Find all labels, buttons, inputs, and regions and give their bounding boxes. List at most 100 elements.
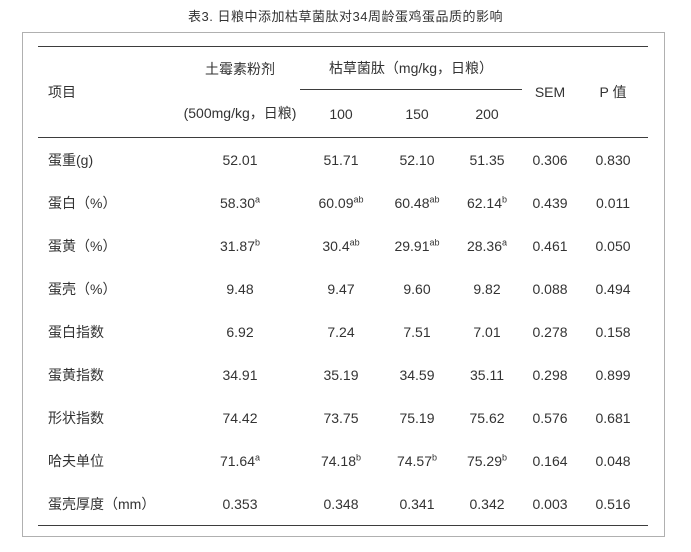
value-cell: 0.494 bbox=[595, 280, 631, 297]
significance-superscript: b bbox=[502, 451, 508, 462]
value-cell: 71.64a bbox=[219, 451, 261, 469]
value-cell: 29.91ab bbox=[394, 236, 440, 254]
table-row: 蛋白指数 6.92 7.24 7.51 7.01 0.278 0.158 bbox=[38, 310, 648, 353]
value-cell: 60.09ab bbox=[318, 193, 364, 211]
table-row: 蛋壳（%） 9.48 9.47 9.60 9.82 0.088 0.494 bbox=[38, 267, 648, 310]
significance-superscript: ab bbox=[349, 236, 360, 247]
table-row: 蛋重(g) 52.01 51.71 52.10 51.35 0.306 0.830 bbox=[38, 138, 648, 182]
value-cell: 0.048 bbox=[595, 452, 631, 469]
value-cell: 51.35 bbox=[469, 151, 505, 168]
value-cell: 75.29b bbox=[466, 451, 508, 469]
table-row: 蛋黄指数 34.91 35.19 34.59 35.11 0.298 0.899 bbox=[38, 353, 648, 396]
value-cell: 0.158 bbox=[595, 323, 631, 340]
significance-superscript: a bbox=[255, 193, 261, 204]
value-cell: 0.278 bbox=[532, 323, 568, 340]
value-cell: 9.60 bbox=[403, 280, 431, 297]
control-group-dose: (500mg/kg，日粮) bbox=[183, 105, 297, 121]
value-cell: 0.164 bbox=[532, 452, 568, 469]
table-row: 哈夫单位 71.64a 74.18b 74.57b 75.29b 0.164 0.048 bbox=[38, 439, 648, 482]
value-cell: 0.003 bbox=[532, 495, 568, 512]
value-cell: 9.48 bbox=[226, 280, 254, 297]
value-cell: 0.306 bbox=[532, 151, 568, 168]
row-label: 形状指数 bbox=[48, 409, 104, 426]
column-header-treatment-group: 枯草菌肽（mg/kg，日粮） bbox=[300, 46, 523, 90]
value-cell: 0.298 bbox=[532, 366, 568, 383]
header-row-2: 100 150 200 bbox=[38, 90, 648, 138]
column-header-control: 土霉素粉剂 (500mg/kg，日粮) bbox=[180, 47, 300, 138]
value-cell: 7.01 bbox=[473, 323, 501, 340]
value-cell: 30.4ab bbox=[322, 236, 360, 254]
column-header-item: 项目 bbox=[48, 84, 76, 100]
value-cell: 62.14b bbox=[466, 193, 508, 211]
significance-superscript: b bbox=[356, 451, 362, 462]
value-cell: 9.47 bbox=[327, 280, 355, 297]
value-cell: 0.353 bbox=[222, 495, 258, 512]
value-cell: 0.342 bbox=[469, 495, 505, 512]
table-row: 形状指数 74.42 73.75 75.19 75.62 0.576 0.681 bbox=[38, 396, 648, 439]
column-header-dose-150: 150 bbox=[405, 105, 429, 122]
value-cell: 51.71 bbox=[323, 151, 359, 168]
value-cell: 35.11 bbox=[470, 366, 504, 383]
value-cell: 9.82 bbox=[473, 280, 501, 297]
value-cell: 34.59 bbox=[399, 366, 435, 383]
value-cell: 0.341 bbox=[399, 495, 435, 512]
value-cell: 75.19 bbox=[399, 409, 435, 426]
significance-superscript: b bbox=[255, 236, 261, 247]
significance-superscript: ab bbox=[429, 193, 440, 204]
value-cell: 75.62 bbox=[469, 409, 505, 426]
table-body: 蛋重(g) 52.01 51.71 52.10 51.35 0.306 0.830 蛋白（%）… bbox=[38, 138, 648, 526]
column-header-pvalue: P 值 bbox=[599, 84, 627, 100]
row-label: 哈夫单位 bbox=[48, 452, 104, 469]
significance-superscript: ab bbox=[429, 236, 440, 247]
egg-quality-table: 项目 土霉素粉剂 (500mg/kg，日粮) 枯草菌肽（mg/kg，日粮） SE… bbox=[38, 46, 649, 526]
value-cell: 0.461 bbox=[532, 237, 568, 254]
value-cell: 31.87b bbox=[219, 236, 261, 254]
value-cell: 0.899 bbox=[595, 366, 631, 383]
significance-superscript: b bbox=[432, 451, 438, 462]
value-cell: 0.576 bbox=[532, 409, 568, 426]
value-cell: 34.91 bbox=[222, 366, 258, 383]
significance-superscript: ab bbox=[353, 193, 364, 204]
value-cell: 0.439 bbox=[532, 194, 568, 211]
value-cell: 0.088 bbox=[532, 280, 568, 297]
value-cell: 0.830 bbox=[595, 151, 631, 168]
control-group-name: 土霉素粉剂 bbox=[205, 60, 275, 77]
value-cell: 0.050 bbox=[595, 237, 631, 254]
value-cell: 7.51 bbox=[403, 323, 431, 340]
row-label: 蛋壳厚度（mm） bbox=[48, 495, 156, 512]
table-header: 项目 土霉素粉剂 (500mg/kg，日粮) 枯草菌肽（mg/kg，日粮） SE… bbox=[38, 46, 649, 138]
value-cell: 0.516 bbox=[595, 495, 631, 512]
row-label: 蛋黄（%） bbox=[48, 237, 117, 254]
value-cell: 35.19 bbox=[323, 366, 359, 383]
value-cell: 74.18b bbox=[320, 451, 362, 469]
table-row: 蛋壳厚度（mm） 0.353 0.348 0.341 0.342 0.003 0.516 bbox=[38, 482, 648, 526]
significance-superscript: a bbox=[502, 236, 508, 247]
value-cell: 52.10 bbox=[399, 151, 435, 168]
table-frame: 项目 土霉素粉剂 (500mg/kg，日粮) 枯草菌肽（mg/kg，日粮） SE… bbox=[22, 32, 665, 537]
value-cell: 52.01 bbox=[222, 151, 258, 168]
column-header-dose-100: 100 bbox=[329, 105, 353, 122]
value-cell: 0.348 bbox=[323, 495, 359, 512]
row-label: 蛋壳（%） bbox=[48, 280, 117, 297]
value-cell: 60.48ab bbox=[394, 193, 440, 211]
value-cell: 58.30a bbox=[219, 193, 261, 211]
column-header-dose-200: 200 bbox=[475, 105, 499, 122]
significance-superscript: b bbox=[502, 193, 508, 204]
row-label: 蛋白指数 bbox=[48, 323, 104, 340]
value-cell: 7.24 bbox=[327, 323, 355, 340]
value-cell: 28.36a bbox=[466, 236, 508, 254]
column-header-sem: SEM bbox=[534, 84, 566, 100]
table-row: 蛋白（%） 58.30a 60.09ab 60.48ab 62.14b 0.439 0.01… bbox=[38, 181, 648, 224]
value-cell: 74.57b bbox=[396, 451, 438, 469]
value-cell: 0.011 bbox=[596, 194, 631, 211]
value-cell: 0.681 bbox=[595, 409, 631, 426]
table-caption: 表3. 日粮中添加枯草菌肽对34周龄蛋鸡蛋品质的影响 bbox=[188, 9, 503, 24]
table-row: 蛋黄（%） 31.87b 30.4ab 29.91ab 28.36a 0.461 0.050 bbox=[38, 224, 648, 267]
row-label: 蛋白（%） bbox=[48, 194, 117, 211]
row-label: 蛋重(g) bbox=[48, 151, 94, 168]
header-row-1: 项目 土霉素粉剂 (500mg/kg，日粮) 枯草菌肽（mg/kg，日粮） SE… bbox=[38, 46, 648, 121]
row-label: 蛋黄指数 bbox=[48, 366, 104, 383]
significance-superscript: a bbox=[255, 451, 261, 462]
value-cell: 6.92 bbox=[226, 323, 254, 340]
